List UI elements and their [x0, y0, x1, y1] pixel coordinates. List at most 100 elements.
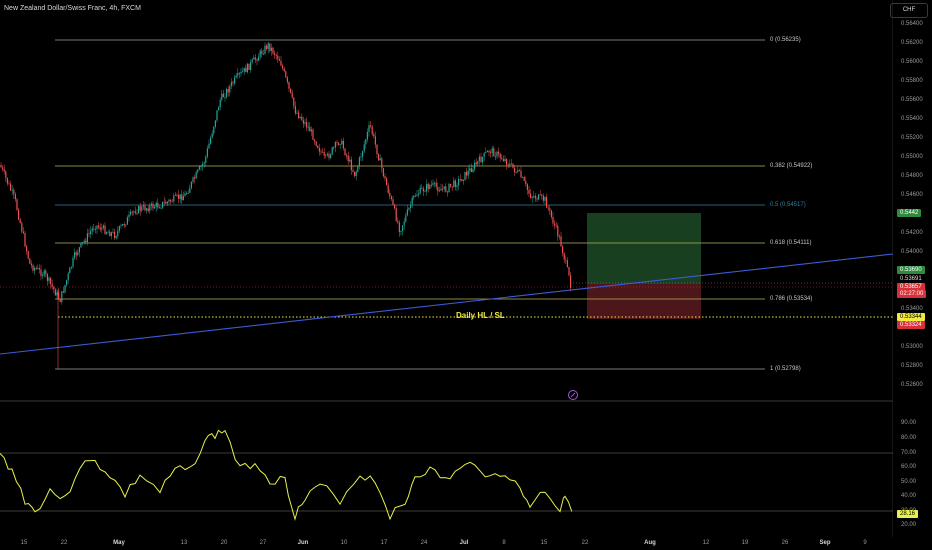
daily-hl-sl-label[interactable]: Daily HL / SL — [456, 311, 505, 320]
time-axis[interactable]: 15 22 May 13 20 27 Jun 10 17 24 Jul 8 15… — [0, 537, 893, 550]
fib-label-05: 0.5 (0.54517) — [770, 202, 806, 208]
candle-body — [134, 211, 136, 214]
candle-body — [522, 177, 524, 178]
candle-body — [144, 205, 146, 211]
candle-body — [542, 195, 544, 201]
candle-body — [488, 150, 490, 153]
symbol-title[interactable]: New Zealand Dollar/Swiss Franc, 4h, FXCM — [4, 5, 141, 12]
price-axis[interactable]: 0.56400 0.56200 0.56000 0.55800 0.55600 … — [893, 0, 932, 535]
candle-body — [160, 207, 162, 209]
candle-body — [110, 232, 112, 237]
candle-body — [78, 247, 80, 253]
candle-body — [261, 50, 263, 54]
rsi-tick: 50.00 — [901, 479, 917, 485]
candle-body — [408, 207, 410, 210]
candle-body — [518, 170, 520, 172]
long-position-stop-zone[interactable] — [587, 284, 701, 319]
candle-body — [146, 208, 148, 211]
candle-body — [502, 159, 504, 162]
candle-body — [568, 267, 570, 276]
time-tick-month: Aug — [644, 540, 656, 546]
fib-label-0382: 0.382 (0.54922) — [770, 163, 813, 169]
candle-body — [237, 73, 239, 76]
ascending-trendline[interactable] — [0, 253, 893, 355]
candle-body — [256, 59, 258, 61]
candle-body — [546, 197, 548, 208]
candle-body — [362, 151, 364, 157]
candle-body — [238, 73, 240, 75]
candle-body — [368, 125, 370, 133]
candle-body — [122, 224, 124, 226]
price-chart-canvas[interactable] — [0, 0, 893, 537]
candle-body — [336, 142, 338, 143]
long-position-target-zone[interactable] — [587, 213, 701, 284]
alert-icon[interactable] — [568, 390, 578, 400]
candle-body — [141, 206, 143, 211]
candle-body — [464, 171, 466, 181]
candle-body — [254, 57, 256, 60]
candle-body — [467, 170, 469, 176]
current-price-flag: 0.53657 — [897, 283, 925, 291]
currency-badge[interactable]: CHF — [890, 3, 928, 18]
rsi-value-flag: 28.16 — [897, 510, 919, 518]
candle-body — [173, 195, 175, 202]
price-tick: 0.54800 — [901, 173, 923, 179]
candle-body — [216, 110, 218, 121]
candle-body — [405, 215, 407, 222]
candle-body — [349, 159, 351, 162]
candle-body — [131, 211, 133, 213]
candle-body — [389, 192, 391, 197]
candle-body — [200, 166, 202, 168]
candle-body — [34, 268, 36, 271]
candle-body — [29, 258, 31, 264]
candle-body — [504, 159, 506, 162]
candle-body — [30, 263, 32, 266]
last-price-flag: 0.53691 — [897, 275, 925, 283]
candle-body — [83, 240, 85, 243]
time-tick: 27 — [259, 540, 267, 546]
candle-body — [480, 156, 482, 163]
candle-body — [67, 273, 69, 281]
candle-body — [24, 233, 26, 247]
rsi-line — [0, 429, 573, 521]
candle-body — [38, 268, 40, 270]
candle-body — [219, 99, 221, 108]
candle-body — [8, 183, 10, 185]
candle-body — [232, 82, 234, 84]
candle-body — [333, 147, 335, 149]
candle-body — [528, 189, 530, 194]
time-tick: 10 — [340, 540, 348, 546]
candle-body — [155, 202, 157, 207]
candle-body — [139, 205, 141, 211]
candle-body — [512, 163, 514, 168]
candle-body — [123, 224, 125, 226]
candle-body — [315, 141, 317, 146]
candle-body — [2, 167, 4, 170]
candle-body — [170, 199, 172, 202]
candle-body — [259, 50, 261, 57]
time-tick: 24 — [420, 540, 428, 546]
candle-body — [402, 225, 404, 231]
candle-body — [307, 126, 309, 128]
candle-body — [11, 189, 13, 191]
candle-body — [182, 196, 184, 201]
candle-body — [366, 132, 368, 140]
candle-body — [398, 222, 400, 232]
fib-retracement[interactable] — [55, 39, 765, 370]
candle-body — [266, 45, 268, 49]
rsi-tick: 70.00 — [901, 450, 917, 456]
candle-body — [485, 152, 487, 153]
candle-body — [294, 106, 296, 114]
candle-body — [117, 230, 119, 237]
candle-body — [557, 225, 559, 237]
candle-body — [466, 171, 468, 176]
candle-body — [195, 172, 197, 179]
candle-body — [118, 226, 120, 231]
time-tick: 22 — [60, 540, 68, 546]
candle-body — [40, 269, 42, 277]
candle-body — [293, 97, 295, 107]
candle-body — [133, 211, 135, 213]
candle-body — [470, 168, 472, 172]
candle-body — [269, 43, 271, 51]
